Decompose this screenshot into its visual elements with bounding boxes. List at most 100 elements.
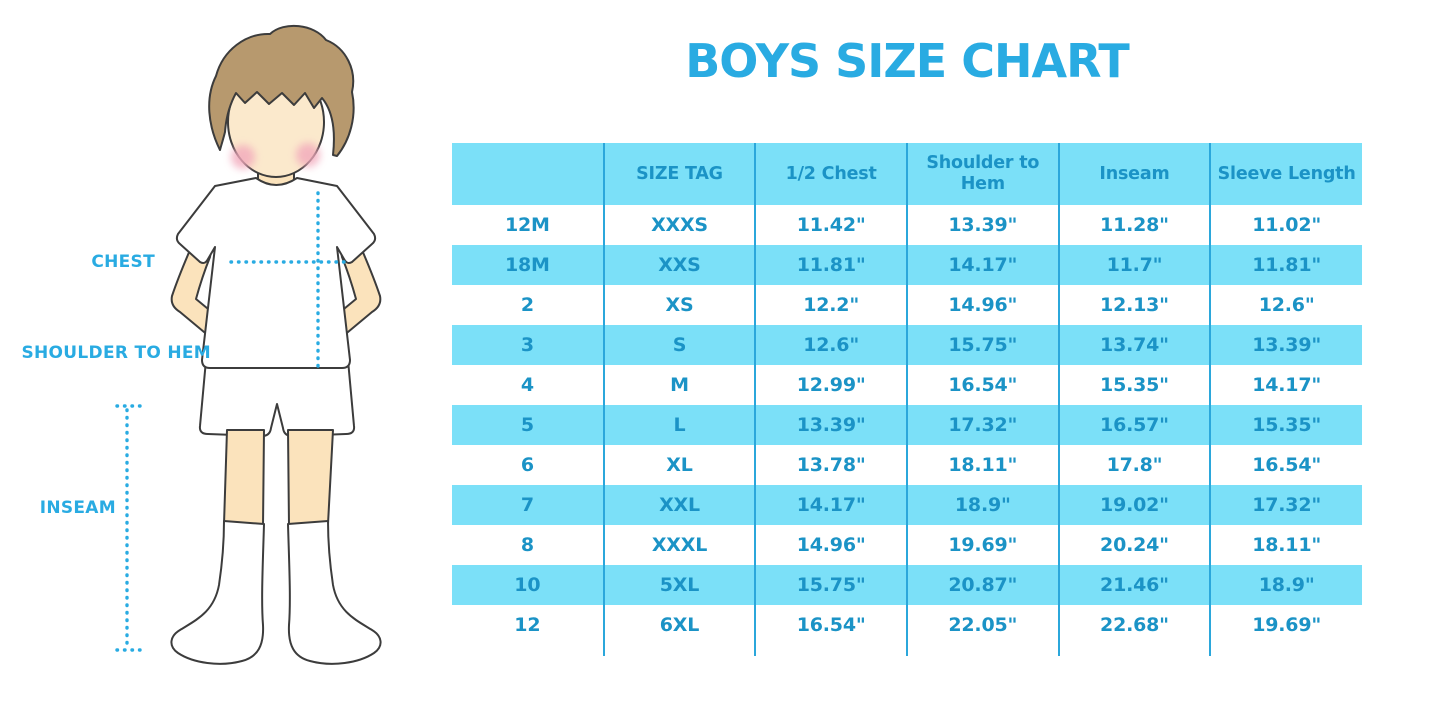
measurement-cell: 14.96" xyxy=(755,525,908,565)
measurement-cell: 19.69" xyxy=(906,525,1060,565)
measurement-cell: 18.9" xyxy=(906,485,1060,525)
table-row: 12 6XL 16.54" 22.05" 22.68" 19.69" xyxy=(452,605,1362,645)
measurement-cell: 18.9" xyxy=(1210,565,1362,605)
measurement-cell: 18.11" xyxy=(906,445,1060,485)
column-separator-tail xyxy=(1057,645,1060,656)
measurement-cell: 13.78" xyxy=(755,445,908,485)
column-separator-tail xyxy=(1209,645,1212,656)
measurement-cell: 16.54" xyxy=(755,605,908,645)
measurement-cell: 13.74" xyxy=(1058,325,1212,365)
size-cell: 10 xyxy=(452,565,605,605)
column-header: Shoulder to Hem xyxy=(906,143,1060,205)
size-table-element: SIZE TAG 1/2 Chest Shoulder to Hem Inseam Sl… xyxy=(452,143,1362,645)
measurement-cell: 20.24" xyxy=(1058,525,1212,565)
measurement-cell: 14.96" xyxy=(906,285,1060,325)
table-row: 12M XXXS 11.42" 13.39" 11.28" 11.02" xyxy=(452,205,1362,245)
size-cell: 5 xyxy=(452,405,605,445)
measurement-cell: XS xyxy=(603,285,757,325)
column-header xyxy=(452,143,605,205)
measurement-cell: 15.35" xyxy=(1210,405,1362,445)
column-header: 1/2 Chest xyxy=(755,143,908,205)
measurement-cell: 11.81" xyxy=(755,245,908,285)
chest-label: CHEST xyxy=(91,252,155,272)
measurement-cell: 16.54" xyxy=(1252,454,1322,476)
table-row: 8 XXXL 14.96" 19.69" 20.24" 18.11" xyxy=(452,525,1362,565)
measurement-cell: 6XL xyxy=(603,605,757,645)
measurement-cell: 15.35" xyxy=(1058,365,1212,405)
measurement-cell: XXL xyxy=(603,485,757,525)
boy-sock-left xyxy=(170,520,265,665)
measurement-cell: XL xyxy=(603,445,757,485)
measurement-cell: 11.7" xyxy=(1058,245,1212,285)
boy-shorts xyxy=(198,359,356,437)
size-cell: 3 xyxy=(452,325,605,365)
measurement-cell: M xyxy=(603,365,757,405)
measurement-cell: 12.99" xyxy=(755,365,908,405)
measurement-cell: XXXS xyxy=(603,205,757,245)
boy-measurement-figure: CHEST SHOULDER TO HEM INSEAM xyxy=(21,24,382,665)
measurement-cell: 11.02" xyxy=(1252,214,1322,236)
measurement-cell: 11.81" xyxy=(1210,245,1362,285)
size-cell: 2 xyxy=(452,285,605,325)
measurement-cell: 19.02" xyxy=(1058,485,1212,525)
measurement-cell: 22.05" xyxy=(906,605,1060,645)
measurement-cell: 11.42" xyxy=(755,205,908,245)
header-row: SIZE TAG 1/2 Chest Shoulder to Hem Inseam Sl… xyxy=(452,143,1362,205)
measurement-cell: 12.6" xyxy=(1258,294,1315,316)
boy-sock-right xyxy=(287,520,382,665)
size-cell: 4 xyxy=(452,365,605,405)
measurement-cell: 19.69" xyxy=(1252,614,1322,636)
column-separator-tail xyxy=(754,645,757,656)
column-header: Inseam xyxy=(1058,143,1212,205)
measurement-cell: 14.17" xyxy=(755,485,908,525)
measurement-cell: L xyxy=(603,405,757,445)
boy-leg-right xyxy=(287,429,334,527)
size-cell: 7 xyxy=(452,485,605,525)
page-title: BOYS SIZE CHART xyxy=(685,34,1130,88)
measurement-cell: 15.75" xyxy=(906,325,1060,365)
measurement-cell: 16.57" xyxy=(1058,405,1212,445)
table-column-tails xyxy=(452,645,1362,657)
measurement-cell: S xyxy=(603,325,757,365)
boy-hair xyxy=(208,24,355,157)
table-row: 5 L 13.39" 17.32" 16.57" 15.35" xyxy=(452,405,1362,445)
inseam-measure-line xyxy=(115,404,142,652)
boy-cheek-right xyxy=(296,143,320,167)
size-cell: 8 xyxy=(452,525,605,565)
measurement-cell: 13.39" xyxy=(1210,325,1362,365)
boy-leg-left xyxy=(223,429,265,527)
measurement-cell: 5XL xyxy=(603,565,757,605)
table-row: 2 XS 12.2" 14.96" 12.13" 12.6" xyxy=(452,285,1362,325)
measurement-cell: 17.32" xyxy=(906,405,1060,445)
measurement-cell: 17.32" xyxy=(1210,485,1362,525)
measurement-cell: 18.11" xyxy=(1252,534,1322,556)
measurement-cell: 12.6" xyxy=(755,325,908,365)
measurement-cell: 20.87" xyxy=(906,565,1060,605)
inseam-label: INSEAM xyxy=(40,498,116,518)
size-cell: 6 xyxy=(452,445,605,485)
measurement-cell: 13.39" xyxy=(755,405,908,445)
column-header: Sleeve Length xyxy=(1210,143,1362,205)
measurement-cell: 14.17" xyxy=(1252,374,1322,396)
measurement-cell: 17.8" xyxy=(1058,445,1212,485)
table-row: 3 S 12.6" 15.75" 13.74" 13.39" xyxy=(452,325,1362,365)
measurement-cell: 13.39" xyxy=(906,205,1060,245)
boy-shirt xyxy=(175,177,377,369)
table-row: 4 M 12.99" 16.54" 15.35" 14.17" xyxy=(452,365,1362,405)
table-row: 18M XXS 11.81" 14.17" 11.7" 11.81" xyxy=(452,245,1362,285)
measurement-cell: 22.68" xyxy=(1058,605,1212,645)
size-table: SIZE TAG 1/2 Chest Shoulder to Hem Inseam Sl… xyxy=(452,143,1362,656)
shoulder-to-hem-label: SHOULDER TO HEM xyxy=(21,343,211,363)
measurement-cell: 21.46" xyxy=(1058,565,1212,605)
column-header: SIZE TAG xyxy=(603,143,757,205)
size-cell: 12M xyxy=(452,205,605,245)
measurement-cell: 12.2" xyxy=(755,285,908,325)
table-row: 6 XL 13.78" 18.11" 17.8" 16.54" xyxy=(452,445,1362,485)
measurement-cell: 11.28" xyxy=(1058,205,1212,245)
measurement-cell: 16.54" xyxy=(906,365,1060,405)
table-row: 7 XXL 14.17" 18.9" 19.02" 17.32" xyxy=(452,485,1362,525)
table-row: 10 5XL 15.75" 20.87" 21.46" 18.9" xyxy=(452,565,1362,605)
measurement-cell: XXXL xyxy=(603,525,757,565)
size-cell: 12 xyxy=(452,605,605,645)
